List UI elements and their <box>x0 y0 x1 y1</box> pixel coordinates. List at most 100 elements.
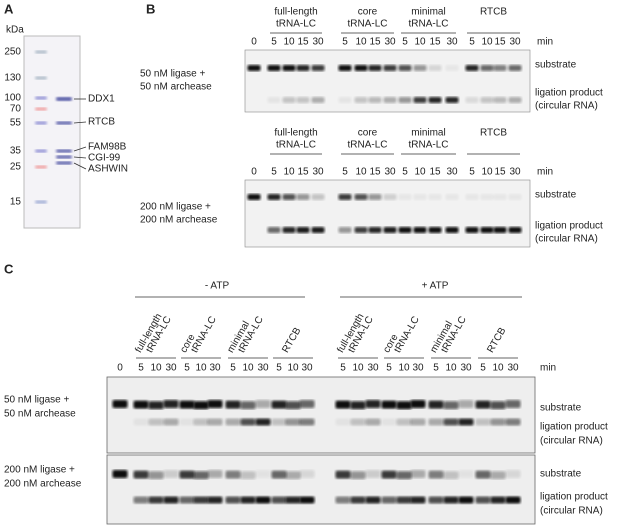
time-label: 10 <box>414 167 426 178</box>
band <box>508 65 522 71</box>
band <box>428 400 444 409</box>
band <box>282 194 296 200</box>
band <box>350 496 366 504</box>
band <box>335 400 351 409</box>
band <box>396 418 412 426</box>
time-label: 5 <box>276 363 282 374</box>
marker-label: 15 <box>10 197 22 208</box>
band <box>267 227 281 233</box>
group-label: RTCB <box>485 326 508 355</box>
group-label: full-length <box>274 7 317 18</box>
protein-label: ASHWIN <box>88 164 128 175</box>
band <box>267 194 281 200</box>
band <box>368 194 382 200</box>
band <box>508 227 522 233</box>
band <box>255 470 271 478</box>
band <box>465 227 479 233</box>
band-label: (circular RNA) <box>535 101 598 112</box>
group-label: tRNA-LC <box>408 19 448 30</box>
band <box>285 401 301 410</box>
band <box>410 418 426 426</box>
band <box>445 194 459 200</box>
band <box>413 65 427 71</box>
band-label: ligation product <box>535 221 603 232</box>
band <box>445 65 459 71</box>
band <box>56 97 72 101</box>
band <box>398 65 412 71</box>
band <box>493 194 507 200</box>
time-label: 10 <box>355 37 367 48</box>
band <box>240 471 256 480</box>
gel <box>106 454 536 525</box>
band <box>493 65 507 71</box>
band <box>35 76 47 80</box>
atp-label: + ATP <box>422 281 449 292</box>
band <box>267 97 281 103</box>
band <box>365 496 381 504</box>
band <box>335 496 351 504</box>
band <box>398 97 412 103</box>
band <box>225 400 241 409</box>
band <box>398 194 412 200</box>
panel-label: B <box>146 1 155 16</box>
band-label: ligation product <box>535 88 603 99</box>
marker-label: 100 <box>4 93 21 104</box>
band <box>475 400 491 409</box>
band <box>475 418 491 426</box>
time-label: 30 <box>312 167 324 178</box>
band <box>475 470 491 479</box>
band <box>163 418 179 426</box>
time-label: 30 <box>384 37 396 48</box>
band <box>413 194 427 200</box>
time-label: 5 <box>469 37 475 48</box>
band <box>505 418 521 426</box>
band <box>193 496 209 504</box>
time-label: 30 <box>507 363 519 374</box>
time-label: 5 <box>342 37 348 48</box>
band <box>56 161 72 165</box>
panel-label: C <box>4 261 14 276</box>
time-label: 30 <box>165 363 177 374</box>
marker-label: 70 <box>10 104 22 115</box>
time-label: 30 <box>412 363 424 374</box>
band-label: ligation product <box>540 422 608 433</box>
band <box>255 400 271 408</box>
band <box>493 227 507 233</box>
band <box>445 97 459 103</box>
time-label: 5 <box>402 167 408 178</box>
group-label: RTCB <box>480 7 507 18</box>
band <box>225 418 241 426</box>
time-label: 15 <box>429 167 441 178</box>
band <box>458 400 474 408</box>
band <box>193 401 209 410</box>
atp-label: - ATP <box>205 281 230 292</box>
band <box>508 194 522 200</box>
time-label: 5 <box>342 167 348 178</box>
band <box>465 65 479 71</box>
band <box>35 96 47 100</box>
band <box>480 97 494 103</box>
band <box>56 155 72 159</box>
band <box>133 470 149 479</box>
protein-label: CGI-99 <box>88 153 121 164</box>
time-label: 10 <box>355 167 367 178</box>
band <box>428 97 442 103</box>
band-label: substrate <box>540 469 582 480</box>
band <box>428 496 444 504</box>
band <box>505 400 521 408</box>
group-label: RTCB <box>480 128 507 139</box>
band <box>282 227 296 233</box>
time-label: 15 <box>297 37 309 48</box>
time-label: 10 <box>287 363 299 374</box>
time-label: 0 <box>251 37 257 48</box>
band <box>335 470 351 479</box>
band <box>163 470 179 478</box>
band <box>296 97 310 103</box>
group-label: RTCB <box>280 326 303 355</box>
band <box>35 200 47 204</box>
band <box>179 418 195 426</box>
marker-label: 250 <box>4 47 21 58</box>
band <box>35 50 47 54</box>
band <box>428 418 444 426</box>
band <box>193 471 209 480</box>
